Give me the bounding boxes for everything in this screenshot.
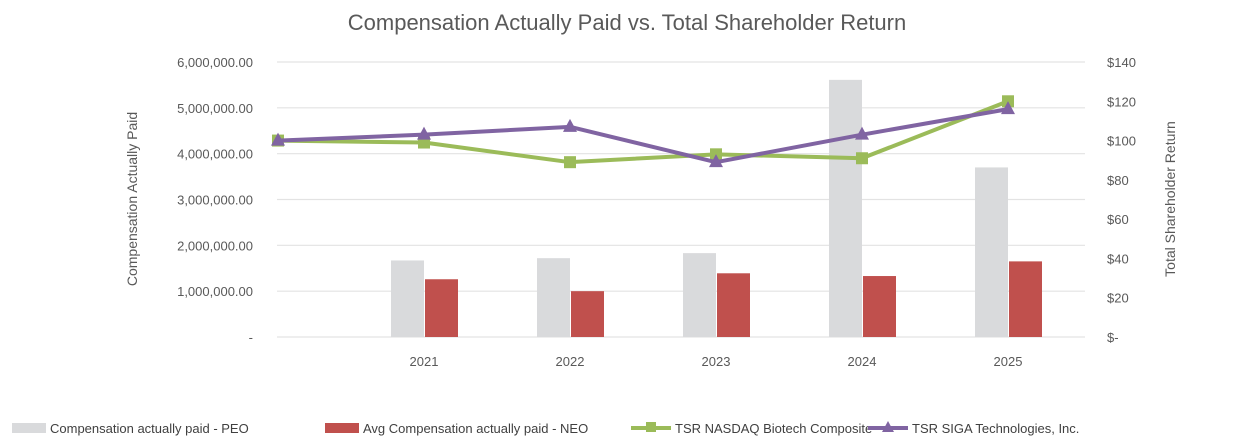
chart-title: Compensation Actually Paid vs. Total Sha… — [348, 10, 906, 35]
left-axis-ticks: - 1,000,000.00 2,000,000.00 3,000,000.00 4,0… — [177, 55, 253, 345]
legend-item: TSR NASDAQ Biotech Composite — [631, 418, 872, 438]
marker-square — [856, 152, 868, 165]
bar-peo — [829, 79, 862, 337]
bar-peo — [683, 253, 716, 337]
legend-triangle-marker-icon — [868, 421, 908, 435]
bar-neo — [1009, 261, 1042, 337]
legend-swatch-icon — [12, 423, 46, 433]
right-tick-label: $- — [1107, 330, 1119, 345]
legend-item: Avg Compensation actually paid - NEO — [325, 418, 588, 438]
right-tick-label: $20 — [1107, 291, 1129, 306]
right-tick-label: $120 — [1107, 94, 1136, 109]
bar-neo — [571, 291, 604, 337]
legend-swatch-icon — [325, 423, 359, 433]
bar-peo — [537, 258, 570, 337]
x-tick-label: 2022 — [556, 354, 585, 369]
series-line-siga — [277, 107, 1009, 165]
bar-neo — [425, 279, 458, 337]
right-axis-title: Total Shareholder Return — [1162, 121, 1178, 277]
right-tick-label: $60 — [1107, 212, 1129, 227]
left-tick-label: 2,000,000.00 — [177, 238, 253, 253]
x-tick-label: 2021 — [410, 354, 439, 369]
marker-triangle — [1001, 101, 1015, 115]
right-tick-label: $100 — [1107, 134, 1136, 149]
left-axis-title: Compensation Actually Paid — [124, 112, 140, 286]
legend-item: TSR SIGA Technologies, Inc. — [868, 418, 1079, 438]
marker-triangle — [563, 118, 577, 132]
x-tick-label: 2023 — [702, 354, 731, 369]
left-tick-label: 1,000,000.00 — [177, 284, 253, 299]
right-tick-label: $140 — [1107, 55, 1136, 70]
left-tick-label: 5,000,000.00 — [177, 101, 253, 116]
bar-peo — [975, 167, 1008, 337]
legend-label: TSR NASDAQ Biotech Composite — [675, 420, 873, 436]
left-tick-label: 4,000,000.00 — [177, 147, 253, 162]
x-axis-ticks: 2021 2022 2023 2024 2025 — [410, 354, 1023, 369]
bars — [391, 79, 1042, 337]
marker-triangle — [709, 154, 723, 168]
bar-neo — [717, 273, 750, 337]
marker-triangle — [417, 126, 431, 140]
marker-triangle — [855, 126, 869, 140]
marker-triangle — [271, 132, 285, 146]
legend-label: Avg Compensation actually paid - NEO — [363, 420, 589, 436]
bar-neo — [863, 276, 896, 337]
legend: Compensation actually paid - PEO Avg Comp… — [0, 418, 1234, 440]
lines — [271, 95, 1015, 169]
right-tick-label: $40 — [1107, 251, 1129, 266]
left-tick-label: 3,000,000.00 — [177, 193, 253, 208]
right-axis-ticks: $- $20 $40 $60 $80 $100 $120 $140 — [1107, 55, 1136, 345]
bar-peo — [391, 260, 424, 337]
legend-label: TSR SIGA Technologies, Inc. — [912, 420, 1080, 436]
x-tick-label: 2025 — [994, 354, 1023, 369]
left-tick-label: 6,000,000.00 — [177, 55, 253, 70]
x-tick-label: 2024 — [848, 354, 877, 369]
legend-label: Compensation actually paid - PEO — [50, 420, 249, 436]
right-tick-label: $80 — [1107, 173, 1129, 188]
legend-item: Compensation actually paid - PEO — [12, 418, 249, 438]
legend-square-marker-icon — [631, 421, 671, 435]
marker-square — [564, 156, 576, 169]
series-line-nasdaq — [277, 99, 1009, 165]
left-tick-label: - — [249, 330, 253, 345]
